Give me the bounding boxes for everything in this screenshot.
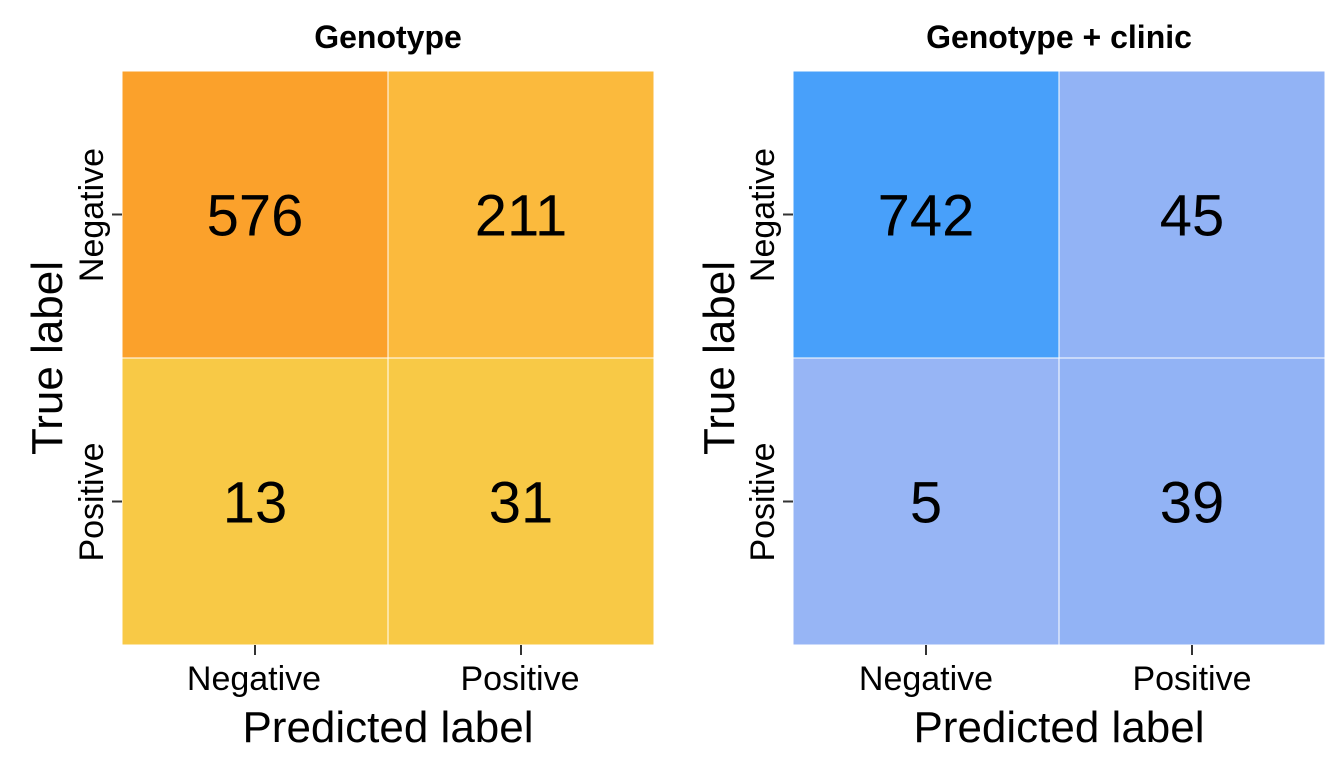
heatmap-cell-positive-negative (121, 357, 389, 646)
panel-genotype: Genotype 576 211 13 31 Negative Positive Ne… (23, 19, 655, 752)
cell-value-positive-negative: 5 (910, 471, 942, 536)
x-tick-label-positive: Positive (460, 660, 579, 698)
heatmap-cell-positive-positive (387, 357, 655, 646)
heatmap-cells: 576 211 13 31 (121, 70, 655, 646)
cell-value-negative-positive: 45 (1160, 184, 1225, 249)
cell-value-positive-negative: 13 (223, 471, 288, 536)
axis-ticks (112, 213, 522, 655)
x-tick-label-negative: Negative (859, 660, 993, 698)
y-tick-label-negative: Negative (744, 148, 782, 282)
heatmap-cell-positive-positive (1058, 357, 1326, 646)
y-axis-title: True label (23, 261, 72, 455)
y-tick-label-positive: Positive (73, 442, 111, 561)
panel-genotype-clinic: Genotype + clinic 742 45 5 39 Negative Posi… (695, 19, 1326, 752)
x-tick-label-positive: Positive (1132, 660, 1251, 698)
cell-value-positive-positive: 31 (489, 471, 554, 536)
x-tick-label-negative: Negative (187, 660, 321, 698)
panel-title: Genotype + clinic (926, 19, 1192, 55)
heatmap-cells: 742 45 5 39 (792, 70, 1326, 646)
cell-value-positive-positive: 39 (1160, 471, 1225, 536)
x-axis-title: Predicted label (242, 703, 533, 752)
heatmap-cell-negative-positive (1058, 70, 1326, 359)
axis-ticks (783, 213, 1193, 655)
x-axis-title: Predicted label (913, 703, 1204, 752)
panel-title: Genotype (314, 19, 462, 55)
cell-value-negative-positive: 211 (475, 184, 567, 249)
y-tick-label-positive: Positive (744, 442, 782, 561)
cell-value-negative-negative: 576 (207, 184, 304, 249)
cell-value-negative-negative: 742 (878, 184, 975, 249)
y-axis-title: True label (695, 261, 744, 455)
heatmap-cell-positive-negative (792, 357, 1060, 646)
heatmap-cell-negative-positive (387, 70, 655, 359)
y-tick-label-negative: Negative (73, 148, 111, 282)
heatmap-cell-negative-negative (121, 70, 389, 359)
